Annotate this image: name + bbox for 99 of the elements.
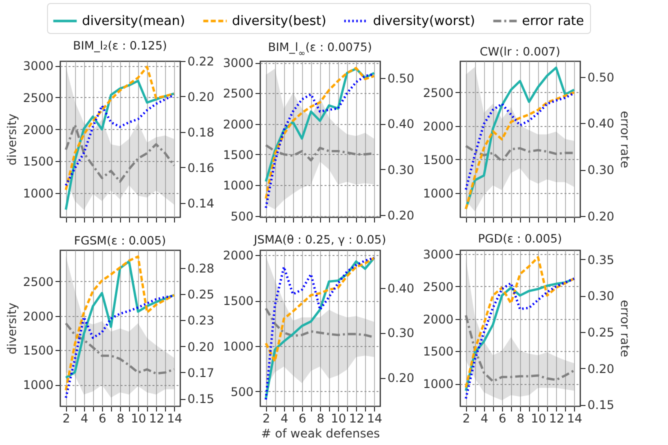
y2-tick-label: 0.28	[188, 261, 214, 276]
y2-tick-label: 0.16	[188, 160, 214, 175]
x-tick-label: 10	[330, 412, 346, 426]
y-tick-label: 1000	[422, 186, 454, 200]
y-tick-label: 2000	[22, 122, 54, 137]
y2-tick-label: 0.25	[188, 287, 214, 302]
y-tick-label: 1000	[422, 377, 454, 392]
y2-axis-title: error rate	[618, 110, 632, 168]
x-axis-title: # of weak defenses	[261, 426, 380, 440]
y2-tick-label: 0.40	[588, 116, 614, 131]
x-tick-label: 8	[316, 412, 324, 426]
y-tick-label: 1500	[22, 344, 54, 358]
legend-label: error rate	[522, 14, 584, 29]
chart-title: FGSM(ε : 0.005)	[74, 234, 166, 248]
y2-axis-title: error rate	[618, 300, 632, 358]
line-series	[64, 94, 176, 187]
chart-title: PGD(ε : 0.005)	[478, 232, 562, 246]
y-tick-label: 1500	[222, 148, 254, 162]
x-tick-label: 12	[348, 412, 364, 426]
x-tick-label: 4	[80, 412, 88, 426]
y2-tick-label: 0.50	[588, 70, 614, 84]
line-series	[464, 314, 576, 382]
x-tick-label: 14	[366, 412, 382, 426]
y-tick-label: 2000	[222, 117, 254, 132]
x-tick-label: 8	[516, 412, 524, 426]
y-tick-label: 1500	[422, 344, 454, 359]
x-tick-label: 2	[62, 412, 70, 426]
y2-tick-label: 0.25	[588, 325, 614, 340]
chart-title: BIM_l₂(ε : 0.125)	[72, 38, 168, 52]
y-tick-label: 1000	[22, 378, 54, 392]
x-tick-label: 6	[498, 412, 506, 426]
y-tick-label: 2500	[422, 280, 454, 294]
y2-tick-label: 0.30	[588, 163, 614, 178]
y-tick-label: 3000	[222, 56, 254, 70]
y2-tick-label: 0.15	[188, 392, 214, 406]
chart-title: JSMA(θ : 0.25, γ : 0.05)	[252, 232, 386, 247]
y-tick-label: 2500	[22, 274, 54, 289]
y-tick-label: 2000	[222, 248, 254, 263]
chart-title: BIM_l$_{∞}$(ε : 0.0075)	[268, 40, 372, 60]
x-tick-label: 2	[462, 412, 470, 426]
x-tick-label: 10	[530, 412, 546, 426]
y2-tick-label: 0.20	[188, 90, 214, 104]
y-tick-label: 2500	[422, 86, 454, 100]
y-axis-title: diversity	[4, 114, 19, 166]
x-tick-label: 14	[566, 412, 582, 426]
chart-title: CW(lr : 0.007)	[480, 44, 560, 58]
x-tick-label: 2	[262, 412, 270, 426]
y2-tick-label: 0.20	[588, 210, 614, 224]
x-tick-label: 10	[130, 412, 146, 426]
y-tick-label: 1500	[22, 154, 54, 169]
line-series	[464, 92, 576, 191]
legend-label: diversity(best)	[232, 14, 326, 29]
y-tick-label: 1500	[222, 294, 254, 308]
x-tick-label: 12	[548, 412, 564, 426]
y2-tick-label: 0.14	[188, 196, 214, 210]
x-tick-label: 8	[116, 412, 124, 426]
y2-tick-label: 0.23	[188, 314, 214, 328]
y-tick-label: 3000	[22, 59, 54, 74]
y2-tick-label: 0.20	[188, 340, 214, 354]
y-tick-label: 2500	[222, 86, 254, 101]
y-tick-label: 2000	[422, 312, 454, 326]
x-tick-label: 6	[298, 412, 306, 426]
y-tick-label: 1000	[222, 178, 254, 193]
y2-tick-label: 0.17	[188, 366, 214, 380]
y2-tick-label: 0.30	[388, 326, 414, 340]
y2-tick-label: 0.15	[588, 398, 614, 412]
x-tick-label: 12	[148, 412, 164, 426]
y-tick-label: 1000	[22, 186, 54, 201]
x-tick-label: 4	[480, 412, 488, 426]
y2-tick-label: 0.30	[588, 289, 614, 304]
y-tick-label: 500	[230, 384, 254, 399]
y2-tick-label: 0.50	[388, 71, 414, 86]
y-axis-title: diversity	[4, 302, 19, 354]
x-tick-label: 14	[166, 412, 182, 426]
y-tick-label: 2000	[422, 119, 454, 134]
y-tick-label: 3000	[422, 248, 454, 262]
y-tick-label: 1000	[222, 339, 254, 354]
y-tick-label: 2500	[22, 90, 54, 105]
y2-tick-label: 0.18	[188, 125, 214, 140]
y2-tick-label: 0.40	[388, 281, 414, 296]
line-series	[64, 322, 176, 375]
line-series	[464, 144, 576, 162]
y2-tick-label: 0.20	[388, 371, 414, 386]
y-tick-label: 2000	[22, 309, 54, 324]
y-tick-label: 1500	[422, 152, 454, 167]
y2-tick-label: 0.40	[388, 117, 414, 132]
y-tick-label: 500	[230, 209, 254, 224]
line-series	[264, 256, 376, 362]
line-series	[464, 91, 576, 210]
y2-tick-label: 0.20	[588, 362, 614, 376]
legend-label: diversity(worst)	[373, 14, 476, 29]
legend-label: diversity(mean)	[82, 14, 186, 29]
y2-tick-label: 0.20	[388, 208, 414, 223]
y2-tick-label: 0.30	[388, 162, 414, 177]
line-series	[64, 124, 176, 183]
x-tick-label: 4	[280, 412, 288, 426]
y2-tick-label: 0.35	[588, 252, 614, 267]
x-tick-label: 6	[98, 412, 106, 426]
y2-tick-label: 0.22	[188, 54, 214, 68]
